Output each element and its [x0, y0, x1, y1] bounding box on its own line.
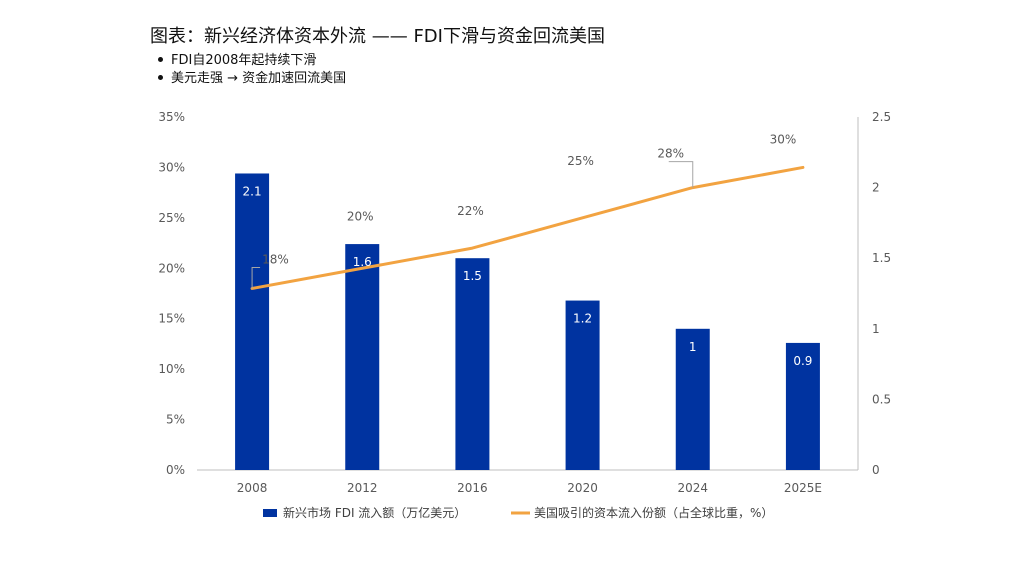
legend-bar-label: 新兴市场 FDI 流入额（万亿美元）	[283, 505, 466, 520]
x-axis-tick-label: 2012	[347, 481, 378, 495]
left-axis-tick-label: 0%	[166, 463, 185, 477]
bullet-text: 美元走强 → 资金加速回流美国	[171, 71, 347, 86]
x-axis-tick-label: 2008	[237, 481, 268, 495]
bar-data-label: 2.1	[243, 184, 262, 198]
left-axis-tick-label: 20%	[158, 261, 185, 275]
left-axis-tick-label: 10%	[158, 362, 185, 376]
label-leader-line	[251, 266, 261, 289]
line-data-label: 20%	[347, 209, 374, 223]
x-axis-tick-label: 2025E	[784, 481, 822, 495]
x-axis-tick-label: 2020	[567, 481, 598, 495]
bullet-dot	[158, 57, 163, 62]
x-axis-tick-label: 2024	[677, 481, 708, 495]
line-data-label: 22%	[457, 204, 484, 218]
bar	[785, 342, 820, 470]
right-axis-tick-label: 1	[872, 322, 880, 336]
right-axis-tick-label: 1.5	[872, 251, 891, 265]
line-data-label: 30%	[770, 132, 797, 146]
right-axis-tick-label: 2.5	[872, 110, 891, 124]
bar-data-label: 1.6	[353, 255, 372, 269]
bullet-item: 美元走强 → 资金加速回流美国	[158, 70, 346, 88]
left-axis-tick-label: 30%	[158, 160, 185, 174]
bar-data-label: 0.9	[793, 354, 812, 368]
bar-data-label: 1.2	[573, 312, 592, 326]
left-axis-tick-label: 25%	[158, 211, 185, 225]
bar	[455, 258, 490, 470]
bar	[235, 173, 270, 471]
right-axis-tick-label: 0	[872, 463, 880, 477]
left-axis-tick-label: 15%	[158, 312, 185, 326]
chart-title: 图表：新兴经济体资本外流 —— FDI下滑与资金回流美国	[150, 26, 605, 47]
label-leader-line	[668, 161, 694, 188]
line-data-label: 28%	[657, 147, 684, 161]
right-axis-tick-label: 0.5	[872, 392, 891, 406]
bar	[565, 300, 600, 470]
left-axis-tick-label: 35%	[158, 110, 185, 124]
line-data-label: 18%	[262, 252, 289, 266]
bar	[675, 328, 710, 470]
bullet-text: FDI自2008年起持续下滑	[171, 53, 317, 68]
share-line	[250, 165, 805, 290]
bullet-dot	[158, 75, 163, 80]
bullet-item: FDI自2008年起持续下滑	[158, 52, 346, 70]
line-data-label: 25%	[567, 154, 594, 168]
bullet-list: FDI自2008年起持续下滑 美元走强 → 资金加速回流美国	[158, 52, 346, 88]
legend-bar-swatch	[263, 509, 277, 517]
left-axis-tick-label: 5%	[166, 413, 185, 427]
bar-data-label: 1	[689, 340, 697, 354]
x-axis-tick-label: 2016	[457, 481, 488, 495]
legend-line-label: 美国吸引的资本流入份额（占全球比重，%）	[534, 505, 773, 520]
bar	[345, 244, 380, 470]
bar-data-label: 1.5	[463, 269, 482, 283]
right-axis-tick-label: 2	[872, 181, 880, 195]
